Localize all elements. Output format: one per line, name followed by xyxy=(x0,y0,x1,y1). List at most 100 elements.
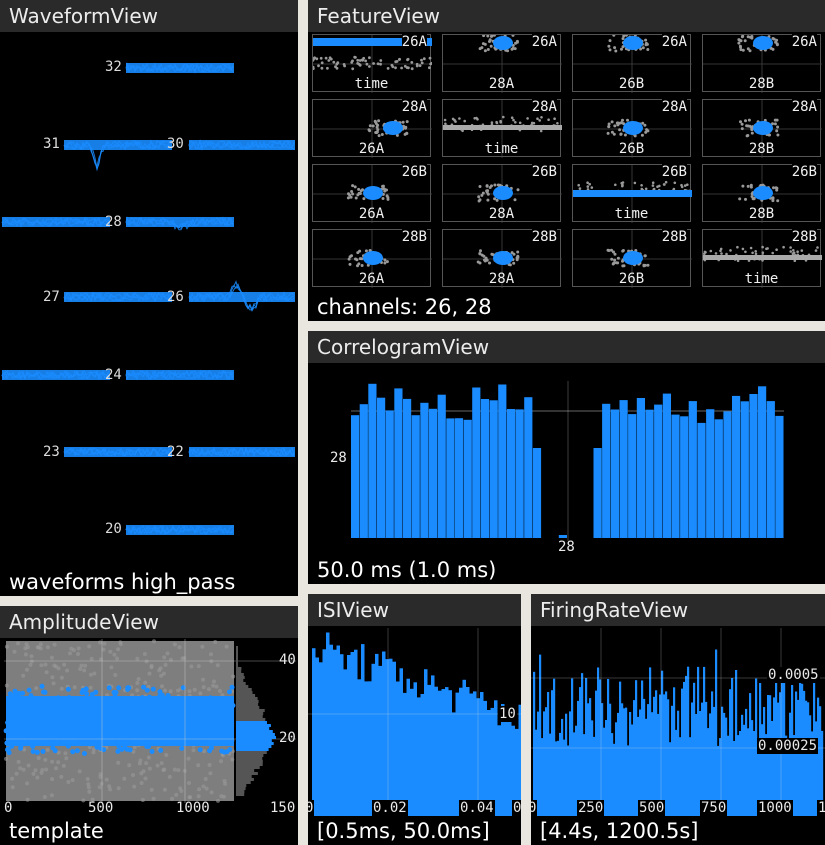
feature-correlogram-splitter[interactable] xyxy=(308,321,825,331)
feature-scatter xyxy=(313,100,432,158)
vertical-splitter[interactable] xyxy=(298,0,308,845)
feature-cell-xlabel: 26A xyxy=(358,141,385,157)
channel-label-22: 22 xyxy=(167,444,184,460)
correlogram-view[interactable]: CorrelogramView 28 28 50.0 ms (1.0 ms) xyxy=(308,331,825,584)
feature-cell-ylabel: 28B xyxy=(531,229,557,245)
firingrate-ytick-high-label: 0.0005 xyxy=(767,667,820,683)
channel-label-28: 28 xyxy=(105,214,122,230)
feature-cell-xlabel: time xyxy=(744,271,779,287)
waveform-view[interactable]: WaveformView 32 31 30 28 27 26 24 23 22 … xyxy=(0,0,298,596)
firingrate-ytick-high: 0.0005 xyxy=(767,667,820,683)
feature-scatter xyxy=(443,230,562,288)
channel-label-30: 30 xyxy=(167,136,184,152)
feature-cell-ylabel: 28A xyxy=(531,99,557,115)
isi-xtick-004-label: 0.04 xyxy=(459,800,495,816)
isi-view[interactable]: ISIView 10 0 0.02 0.04 0 [0.5ms, 50.0ms] xyxy=(308,594,521,845)
isi-xtick-0: 0 xyxy=(308,800,315,816)
isi-xtick-0-label: 0 xyxy=(308,800,315,816)
amplitude-plot[interactable] xyxy=(0,606,298,845)
amplitude-view-title[interactable]: AmplitudeView xyxy=(0,606,298,638)
feature-scatter xyxy=(703,165,822,223)
isi-histogram[interactable] xyxy=(308,594,521,845)
firingrate-xtick-end: 1 xyxy=(817,800,825,816)
feature-cell-ylabel: 28B xyxy=(661,229,687,245)
feature-cell-1-1[interactable]: 28A time xyxy=(442,99,562,158)
correlogram-bottom-splitter[interactable] xyxy=(308,584,825,594)
isi-view-title[interactable]: ISIView xyxy=(308,594,521,626)
amplitude-xtick-1500: 150 xyxy=(270,800,296,816)
feature-scatter xyxy=(703,100,822,158)
feature-scatter xyxy=(573,230,692,288)
feature-cell-ylabel: 26A xyxy=(661,34,687,50)
channel-label-20: 20 xyxy=(105,521,122,537)
feature-cell-ylabel: 26B xyxy=(791,164,817,180)
feature-cell-3-3[interactable]: 28B time xyxy=(702,229,822,288)
firingrate-histogram[interactable] xyxy=(531,594,825,845)
feature-cell-xlabel: 28B xyxy=(748,141,775,157)
amplitude-view[interactable]: AmplitudeView 40 20 0 500 1000 150 templ… xyxy=(0,606,298,845)
correlogram-view-title[interactable]: CorrelogramView xyxy=(308,331,825,363)
firingrate-xtick-750-label: 750 xyxy=(700,800,728,816)
firingrate-xtick-0-label: 0 xyxy=(531,800,538,816)
feature-cell-0-0[interactable]: 26A time xyxy=(312,34,432,93)
channel-label-27: 27 xyxy=(43,289,60,305)
feature-cell-2-1[interactable]: 26B 28A xyxy=(442,164,562,223)
amplitude-ytick-40: 40 xyxy=(279,652,296,668)
firingrate-xtick-0: 0 xyxy=(531,800,538,816)
feature-cell-3-2[interactable]: 28B 26B xyxy=(572,229,692,288)
amplitude-status: template xyxy=(9,819,104,843)
waveform-amplitude-splitter[interactable] xyxy=(0,596,298,606)
feature-cell-0-3[interactable]: 26A 28B xyxy=(702,34,822,93)
firingrate-view[interactable]: FiringRateView 0.0005 0.00025 0 250 500 … xyxy=(531,594,825,845)
feature-cell-xlabel: 26A xyxy=(358,271,385,287)
feature-scatter xyxy=(573,165,692,223)
isi-xtick-002: 0.02 xyxy=(372,800,408,816)
feature-cell-xlabel: 28B xyxy=(748,206,775,222)
channel-label-32: 32 xyxy=(105,59,122,75)
channel-label-31: 31 xyxy=(43,136,60,152)
correlogram-plot[interactable] xyxy=(308,331,825,584)
isi-ytick-label: 10 xyxy=(498,706,517,722)
isi-firingrate-splitter[interactable] xyxy=(521,594,531,845)
feature-cell-xlabel: time xyxy=(484,141,519,157)
firingrate-ytick-mid: 0.00025 xyxy=(757,738,819,754)
feature-scatter xyxy=(443,100,562,158)
correlogram-ylabel: 28 xyxy=(330,450,347,466)
feature-cell-ylabel: 26B xyxy=(661,164,687,180)
firingrate-xtick-1000-label: 1000 xyxy=(757,800,793,816)
firingrate-xtick-250-label: 250 xyxy=(577,800,605,816)
feature-cell-1-0[interactable]: 28A 26A xyxy=(312,99,432,158)
feature-cell-ylabel: 28A xyxy=(661,99,687,115)
feature-cell-xlabel: 28A xyxy=(488,76,515,92)
feature-cell-1-2[interactable]: 28A 26B xyxy=(572,99,692,158)
feature-cell-2-3[interactable]: 26B 28B xyxy=(702,164,822,223)
waveform-status: waveforms high_pass xyxy=(9,570,236,594)
firingrate-view-title[interactable]: FiringRateView xyxy=(531,594,825,626)
feature-cell-2-2[interactable]: 26B time xyxy=(572,164,692,223)
feature-cell-0-1[interactable]: 26A 28A xyxy=(442,34,562,93)
waveform-view-title[interactable]: WaveformView xyxy=(0,0,298,32)
correlogram-status: 50.0 ms (1.0 ms) xyxy=(317,558,497,582)
feature-status: channels: 26, 28 xyxy=(317,295,492,319)
firingrate-ytick-mid-label: 0.00025 xyxy=(757,738,819,754)
feature-view-title[interactable]: FeatureView xyxy=(308,0,825,32)
feature-scatter xyxy=(573,35,692,93)
feature-cell-3-0[interactable]: 28B 26A xyxy=(312,229,432,288)
feature-cell-ylabel: 28B xyxy=(791,229,817,245)
firingrate-xtick-250: 250 xyxy=(577,800,605,816)
isi-status: [0.5ms, 50.0ms] xyxy=(317,819,490,843)
feature-scatter xyxy=(313,165,432,223)
firingrate-xtick-1000: 1000 xyxy=(757,800,793,816)
firingrate-xtick-end-label: 1 xyxy=(817,800,825,816)
feature-scatter xyxy=(573,100,692,158)
feature-view[interactable]: FeatureView 26A time 26A 28A 26A 26B 26A 28B 28A… xyxy=(308,0,825,321)
correlogram-xlabel: 28 xyxy=(558,539,575,555)
waveform-plot[interactable] xyxy=(0,0,298,596)
feature-cell-1-3[interactable]: 28A 28B xyxy=(702,99,822,158)
isi-xtick-end: 0 xyxy=(512,800,521,816)
feature-cell-0-2[interactable]: 26A 26B xyxy=(572,34,692,93)
feature-cell-xlabel: 26B xyxy=(618,271,645,287)
feature-cell-xlabel: 26B xyxy=(618,141,645,157)
feature-cell-2-0[interactable]: 26B 26A xyxy=(312,164,432,223)
feature-cell-3-1[interactable]: 28B 28A xyxy=(442,229,562,288)
